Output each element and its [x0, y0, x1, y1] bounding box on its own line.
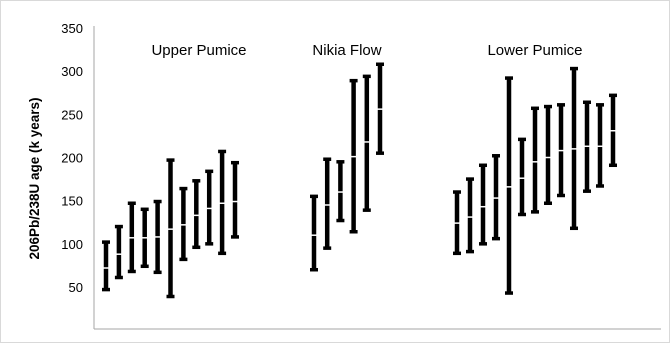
error-bar — [323, 157, 332, 250]
error-bar — [596, 103, 604, 188]
y-axis-title: 206Pb/238U age (k years) — [27, 97, 42, 259]
error-bar — [492, 154, 500, 241]
error-bar — [505, 76, 513, 295]
error-bar — [479, 163, 487, 246]
y-tick-label: 100 — [61, 237, 83, 252]
error-bar — [466, 177, 474, 254]
error-bar — [349, 78, 358, 234]
error-bar — [557, 103, 565, 198]
error-bar — [518, 137, 526, 217]
y-tick-label: 250 — [61, 107, 83, 122]
error-bar — [310, 194, 318, 272]
error-bar — [531, 106, 539, 214]
error-bars — [102, 62, 617, 299]
error-bar — [570, 66, 578, 231]
error-bar — [218, 149, 227, 256]
error-bar — [583, 100, 591, 193]
group-label: Nikia Flow — [312, 42, 381, 59]
error-bar — [453, 190, 461, 256]
y-tick-label: 300 — [61, 64, 83, 79]
y-tick-label: 150 — [61, 194, 83, 209]
group-label: Upper Pumice — [151, 42, 246, 59]
error-bar — [140, 207, 149, 269]
error-bar — [231, 160, 239, 239]
y-tick-label: 50 — [69, 280, 83, 295]
error-bar — [544, 104, 552, 206]
error-bar — [192, 179, 201, 250]
error-bar — [609, 93, 617, 168]
error-bar — [205, 169, 214, 246]
y-tick-labels: 50 100 150 200 250 300 350 — [61, 21, 83, 295]
error-bar — [114, 224, 123, 280]
y-tick-label: 350 — [61, 21, 83, 36]
error-bar — [166, 158, 175, 299]
error-bar — [179, 186, 188, 262]
error-bar — [376, 62, 384, 155]
group-labels: Upper Pumice Nikia Flow Lower Pumice — [151, 42, 582, 59]
error-bar — [336, 160, 345, 223]
error-bar — [153, 199, 162, 275]
y-tick-label: 200 — [61, 151, 83, 166]
error-bar — [127, 201, 136, 274]
error-bar — [102, 240, 110, 292]
error-bar — [362, 74, 371, 212]
group-label: Lower Pumice — [487, 42, 582, 59]
